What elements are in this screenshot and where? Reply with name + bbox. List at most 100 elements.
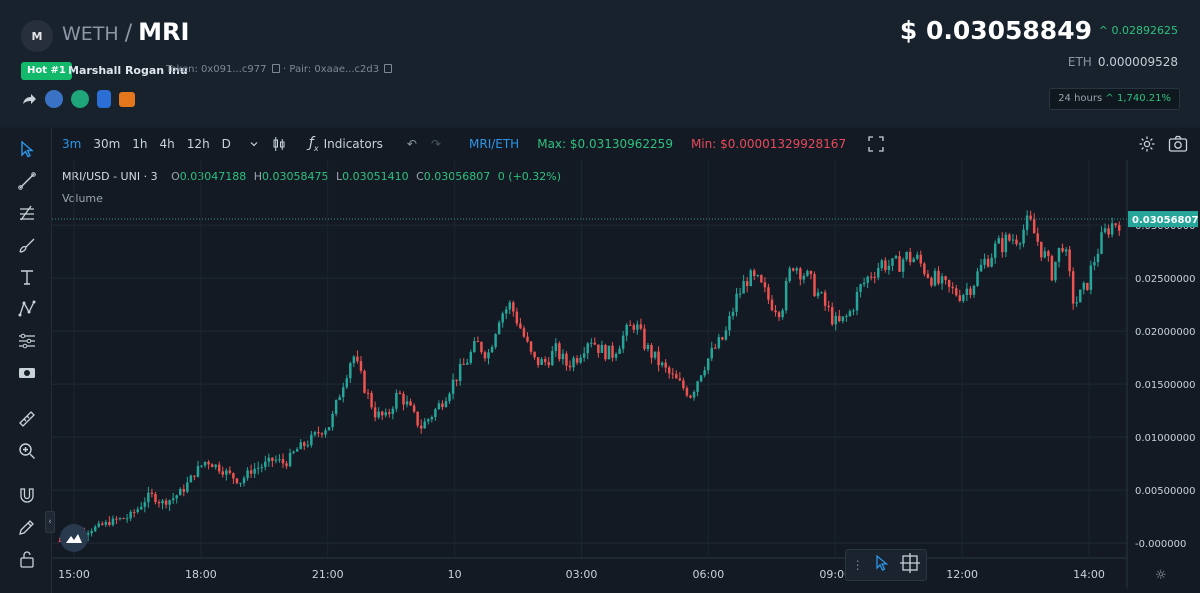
- candle-body: [813, 274, 816, 297]
- timeframe-1h[interactable]: 1h: [132, 137, 148, 151]
- candle-body: [118, 518, 122, 520]
- candle-body: [792, 268, 795, 271]
- pair-address[interactable]: · Pair: 0xaae...c2d3: [283, 64, 393, 75]
- candle-body: [196, 466, 200, 477]
- etherscan-icon[interactable]: [45, 90, 63, 108]
- timeframe-d[interactable]: D: [221, 137, 231, 151]
- token-address[interactable]: Token: 0x091...c977: [166, 64, 280, 75]
- tradingview-logo-icon[interactable]: [60, 524, 88, 552]
- lock-icon[interactable]: [16, 548, 38, 570]
- prediction-icon[interactable]: [16, 330, 38, 352]
- timeframe-4h[interactable]: 4h: [159, 137, 175, 151]
- candle-body: [1082, 282, 1086, 290]
- candle-body: [370, 393, 373, 408]
- collapse-toolbar-button[interactable]: ‹: [45, 511, 55, 533]
- candle-body: [834, 315, 838, 325]
- ruler-icon[interactable]: [16, 408, 38, 430]
- candle-body: [494, 334, 497, 348]
- candle-body: [483, 352, 487, 359]
- candle-body: [568, 365, 572, 368]
- zoom-in-icon[interactable]: [16, 440, 38, 462]
- candle-body: [388, 412, 391, 414]
- cursor-icon[interactable]: [16, 138, 38, 160]
- candle-body: [1089, 265, 1093, 290]
- pattern-icon[interactable]: [16, 298, 38, 320]
- text-icon[interactable]: [16, 266, 38, 288]
- camera-icon[interactable]: [1168, 135, 1188, 153]
- fx-icon: ƒx: [308, 135, 319, 153]
- drag-handle-icon[interactable]: ⋮: [851, 558, 864, 572]
- low-label: L: [335, 170, 343, 183]
- candle-body: [1050, 255, 1054, 281]
- settings-gear-icon[interactable]: [1138, 135, 1156, 153]
- cursor-icon[interactable]: [875, 554, 889, 575]
- candle-type-icon[interactable]: [271, 136, 287, 152]
- candle-body: [324, 430, 327, 435]
- redo-icon[interactable]: ↷: [430, 137, 441, 151]
- candle-body: [703, 370, 706, 376]
- candle-body: [476, 341, 480, 343]
- base-token: WETH: [62, 23, 119, 45]
- candle-body: [416, 411, 419, 426]
- copy-icon[interactable]: [271, 64, 280, 73]
- candle-body: [341, 387, 345, 398]
- candle-body: [873, 276, 876, 278]
- candle-body: [838, 315, 841, 322]
- candle-body: [976, 271, 979, 286]
- candle-body: [295, 449, 299, 452]
- pair-separator: /: [124, 21, 133, 46]
- candle-body: [526, 336, 529, 342]
- candle-body: [214, 464, 217, 468]
- candle-body: [912, 258, 915, 263]
- candle-body: [884, 260, 887, 271]
- candle-body: [965, 288, 969, 295]
- candle-body: [827, 305, 830, 308]
- indicators-button[interactable]: ƒx Indicators: [309, 135, 383, 153]
- candle-body: [1011, 239, 1015, 241]
- candle-body: [990, 257, 993, 267]
- fullscreen-icon[interactable]: [868, 136, 884, 152]
- candle-body: [1036, 233, 1039, 242]
- candlestick-chart[interactable]: 0.030000000.025000000.020000000.01500000…: [52, 160, 1200, 593]
- candle-body: [947, 280, 951, 287]
- candle-body: [1071, 271, 1075, 304]
- timeframe-30m[interactable]: 30m: [93, 137, 121, 151]
- candle-body: [1103, 228, 1107, 233]
- candle-body: [522, 328, 526, 337]
- metamask-icon[interactable]: [119, 91, 135, 107]
- hot-badge[interactable]: Hot #1: [21, 62, 72, 80]
- candle-body: [487, 352, 490, 359]
- trend-line-icon[interactable]: [16, 170, 38, 192]
- dextools-icon[interactable]: [71, 90, 89, 108]
- candle-body: [193, 475, 196, 477]
- chevron-down-icon[interactable]: [249, 139, 259, 149]
- timeframe-3m[interactable]: 3m: [62, 137, 82, 151]
- price-range-icon[interactable]: [16, 362, 38, 384]
- candle-body: [781, 310, 784, 318]
- candle-body: [129, 511, 132, 519]
- share-icon[interactable]: [21, 91, 37, 107]
- candle-body: [143, 502, 147, 507]
- fib-icon[interactable]: [16, 202, 38, 224]
- copy-icon[interactable]: [384, 64, 393, 73]
- candle-body: [699, 375, 703, 382]
- crosshair-frame-icon[interactable]: [900, 553, 921, 577]
- candle-body: [721, 337, 724, 340]
- period-change-box[interactable]: 24 hours ^ 1,740.21%: [1049, 88, 1180, 110]
- candle-body: [210, 464, 214, 468]
- candle-body: [937, 270, 940, 284]
- lock-icon[interactable]: [97, 90, 111, 108]
- pair-switch-link[interactable]: MRI/ETH: [469, 137, 520, 151]
- low-value: 0.03051410: [342, 170, 409, 183]
- brush-icon[interactable]: [16, 234, 38, 256]
- candle-body: [653, 351, 657, 358]
- undo-icon[interactable]: ↶: [406, 137, 417, 151]
- magnet-icon[interactable]: [16, 484, 38, 506]
- candle-body: [164, 500, 168, 505]
- candle-body: [1008, 234, 1011, 241]
- candle-body: [600, 344, 604, 353]
- pencil-lock-icon[interactable]: [16, 516, 38, 538]
- candle-body: [490, 347, 494, 353]
- candle-body: [784, 281, 788, 311]
- timeframe-12h[interactable]: 12h: [186, 137, 210, 151]
